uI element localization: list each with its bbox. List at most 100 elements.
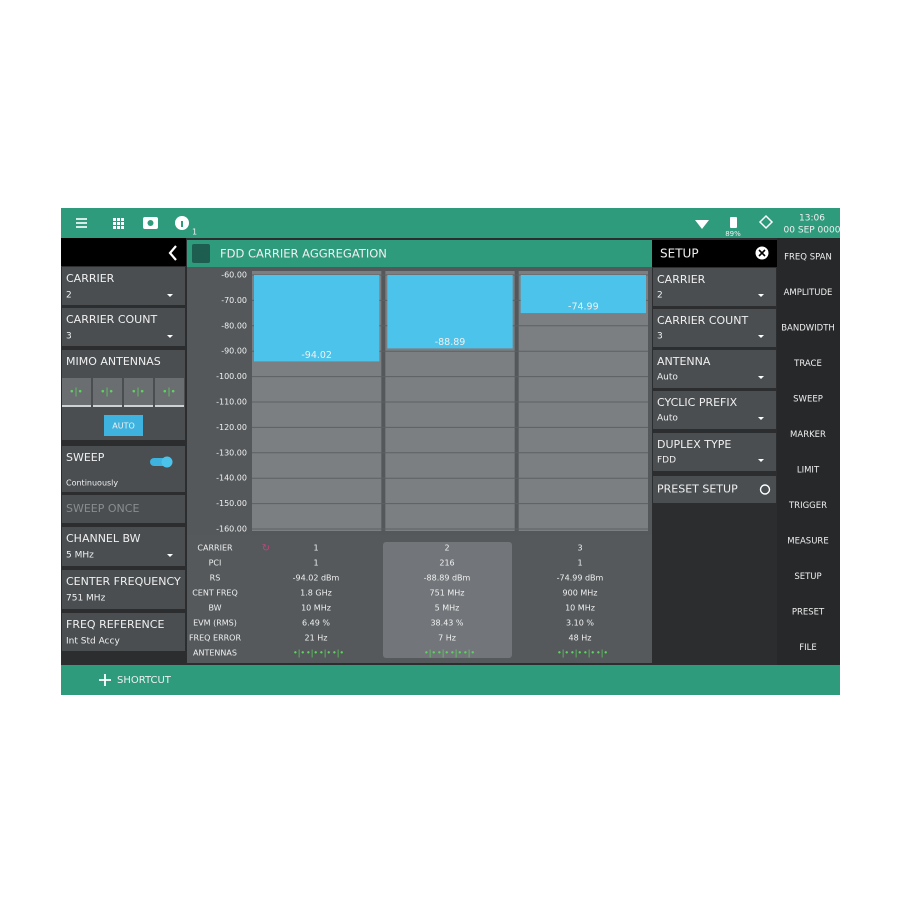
menu-item[interactable]: SWEEP [793,395,823,405]
y-tick-label: -100.00 [216,372,247,381]
table-row-label: CARRIER [197,544,233,553]
y-tick-label: -150.00 [216,499,247,508]
table-cell: -88.89 dBm [424,574,471,583]
setting-box[interactable] [62,446,185,492]
setting-box[interactable] [62,570,185,609]
setup-box[interactable] [653,391,776,429]
setup-label: DUPLEX TYPE [657,438,731,451]
top-bar [61,208,840,238]
shortcut-label[interactable]: SHORTCUT [117,675,172,686]
y-tick-label: -130.00 [216,448,247,457]
dropdown-arrow [167,554,173,557]
auto-button-label[interactable]: AUTO [112,422,135,431]
right-menu [777,238,840,665]
clock-time: 13:06 [799,214,825,224]
apps-icon[interactable] [113,218,124,229]
shortcut-plus[interactable] [99,674,111,686]
menu-item[interactable]: TRACE [793,359,822,369]
antenna-icon: •|• [306,649,318,658]
camera-icon[interactable] [143,217,158,229]
antenna-icon: •|• [437,649,449,658]
menu-item[interactable]: LIMIT [797,466,820,476]
setting-value: 3 [66,332,72,342]
menu-item[interactable]: FREQ SPAN [784,253,832,263]
setting-box[interactable] [62,613,185,651]
sweep-toggle-knob[interactable] [161,456,173,468]
antenna-icon: •|• [570,649,582,658]
setting-value: 5 MHz [66,551,94,561]
dropdown-arrow [167,294,173,297]
setting-value: Int Std Accy [66,637,120,647]
setup-value: Auto [657,414,678,424]
setting-label: CARRIER COUNT [66,313,157,326]
setup-label: CYCLIC PREFIX [657,396,738,409]
table-cell: 10 MHz [565,604,595,613]
antenna-toggle-underline [124,405,153,407]
antenna-icon: •|• [332,649,344,658]
setup-label: CARRIER [657,273,706,286]
antenna-icon: •|• [557,649,569,658]
antenna-toggle[interactable] [155,378,184,406]
table-cell: 1 [577,559,582,568]
antenna-toggle[interactable] [93,378,122,406]
bottom-bar [61,665,840,695]
clock-date: 00 SEP 0000 [784,226,841,236]
bar [520,275,646,314]
measurement-title: FDD CARRIER AGGREGATION [220,247,387,261]
dropdown-arrow [758,376,764,379]
menu-item[interactable]: TRIGGER [788,501,827,511]
dropdown-arrow [758,459,764,462]
table-cell: 5 MHz [435,604,460,613]
setting-label: SWEEP [66,451,105,464]
antenna-toggle[interactable] [124,378,153,406]
table-cell: 1 [313,544,318,553]
table-row-label: PCI [209,559,222,568]
setup-box[interactable] [653,268,776,306]
setup-value: 3 [657,332,663,342]
setting-box[interactable] [62,267,185,305]
status-icons [695,214,774,230]
table-cell: -94.02 dBm [293,574,340,583]
setting-value: Continuously [66,479,118,488]
setting-box[interactable] [62,308,185,346]
menu-item[interactable]: BANDWIDTH [781,324,835,334]
setup-box[interactable] [653,309,776,347]
bar [387,275,513,349]
carrier-selector[interactable]: ↻ [262,543,270,554]
antenna-icon: •|• [424,649,436,658]
menu-item[interactable]: FILE [799,643,817,653]
menu-item[interactable]: SETUP [794,572,821,582]
antenna-icon: •|• [596,649,608,658]
setting-box[interactable] [62,527,185,566]
setup-box[interactable] [653,350,776,388]
antenna-toggle[interactable] [62,378,91,406]
close-setup-button[interactable] [755,246,769,260]
auto-button[interactable] [104,415,143,436]
setting-label: SWEEP ONCE [66,502,139,515]
menu-icon[interactable] [76,218,87,228]
table-cell: 3 [577,544,582,553]
preset-icon [759,484,771,495]
antenna-icon: •|• [131,388,145,398]
setting-value: 751 MHz [66,594,106,604]
table-row-label: ANTENNAS [193,649,237,658]
table-row-label: RS [210,574,221,583]
menu-item[interactable]: MEASURE [787,537,828,547]
y-tick-label: -120.00 [216,423,247,432]
menu-item[interactable]: AMPLITUDE [784,288,833,298]
dropdown-arrow [758,294,764,297]
setting-box[interactable] [62,495,185,523]
table-cell: 10 MHz [301,604,331,613]
menu-item[interactable]: PRESET [792,608,825,618]
menu-item[interactable]: MARKER [790,430,826,440]
info-icon[interactable] [175,216,189,230]
collapse-button[interactable] [168,245,177,261]
setup-value: FDD [657,456,676,466]
setup-value: 2 [657,291,663,301]
setup-value: Auto [657,373,678,383]
setup-box[interactable] [653,433,776,471]
bar-value-label: -88.89 [435,337,466,348]
antenna-toggle-underline [93,405,122,407]
setup-box[interactable] [653,476,776,503]
